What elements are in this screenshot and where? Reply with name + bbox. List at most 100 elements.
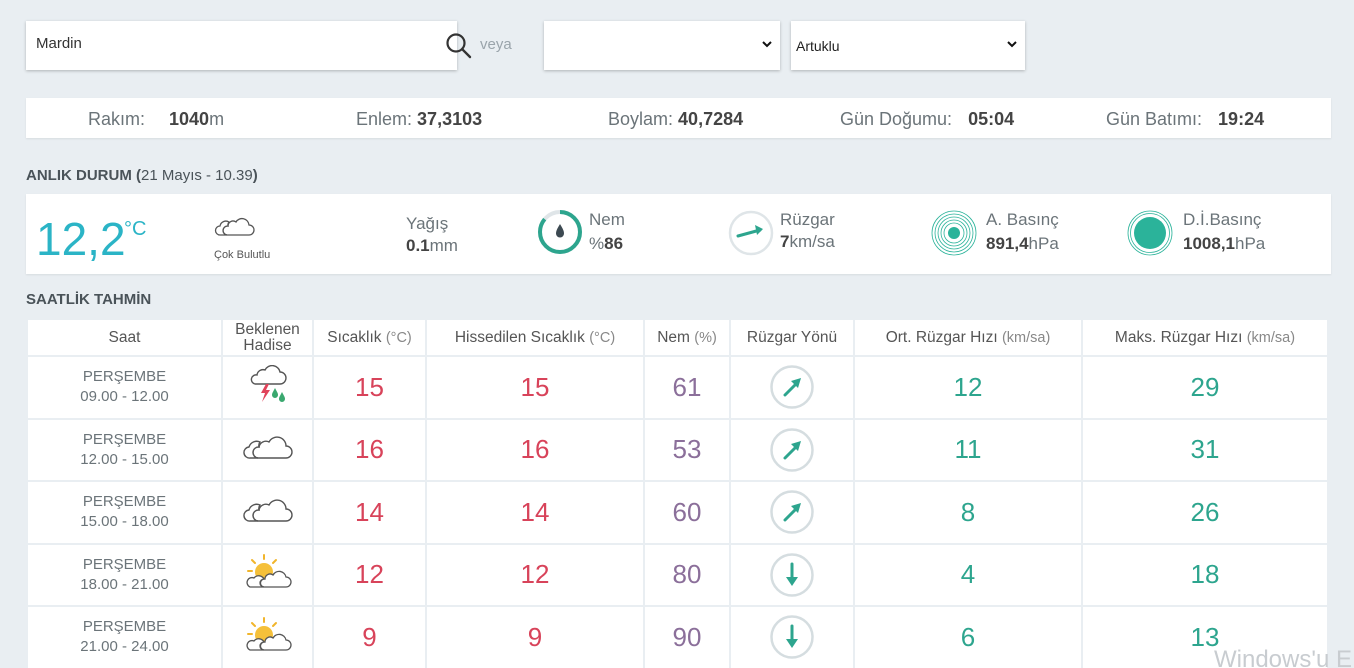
- chevron-down-icon: [762, 41, 772, 48]
- current-section-title: ANLIK DURUM (21 Mayıs - 10.39): [26, 167, 258, 184]
- pressure-value: 891,4hPa: [986, 234, 1059, 253]
- cell-wind-dir: [731, 357, 853, 418]
- cell-time: PERŞEMBE 12.00 - 15.00: [28, 419, 221, 480]
- or-label: veya: [480, 36, 512, 53]
- altitude-value: 1040: [169, 109, 210, 129]
- cell-max-wind: 31: [1083, 419, 1327, 480]
- table-row: PERŞEMBE 09.00 - 12.00 15 15 61 12 29: [28, 357, 1327, 418]
- cell-avg-wind: 12: [855, 357, 1081, 418]
- wind-value: 7km/sa: [780, 232, 835, 251]
- humidity-label: Nem: [589, 210, 625, 229]
- province-select[interactable]: [544, 21, 780, 70]
- cell-feels: 14: [427, 482, 643, 543]
- col-avg-wind: Ort. Rüzgar Hızı (km/sa): [855, 320, 1081, 355]
- cell-wind-dir: [731, 607, 853, 668]
- longitude-value: 40,7284: [678, 109, 744, 129]
- search-input[interactable]: [36, 35, 396, 52]
- col-event: Beklenen Hadise: [223, 320, 312, 355]
- cell-avg-wind: 11: [855, 419, 1081, 480]
- cell-wind-dir: [731, 419, 853, 480]
- sea-pressure-value: 1008,1hPa: [1183, 234, 1266, 253]
- row-day: PERŞEMBE: [82, 493, 167, 511]
- cell-max-wind: 26: [1083, 482, 1327, 543]
- table-row: PERŞEMBE 18.00 - 21.00 12 12 80 4 18: [28, 544, 1327, 605]
- cell-humidity: 60: [645, 482, 729, 543]
- sea-pressure-label: D.İ.Basınç: [1183, 210, 1262, 229]
- row-day: PERŞEMBE: [82, 368, 167, 386]
- cell-temp: 15: [314, 357, 425, 418]
- pressure-icon: [931, 210, 977, 256]
- partly-cloudy-icon: [242, 554, 294, 596]
- sea-pressure-icon: [1127, 210, 1173, 256]
- district-select[interactable]: Artuklu: [791, 21, 1025, 70]
- location-info-bar: Rakım: 1040m Enlem: 37,3103 Boylam: 40,72…: [26, 98, 1331, 138]
- partly-cloudy-icon: [242, 616, 294, 659]
- col-feels: Hissedilen Sıcaklık (°C): [427, 320, 643, 355]
- latitude-value: 37,3103: [417, 109, 483, 129]
- pressure-label: A. Basınç: [986, 210, 1059, 229]
- longitude-info: Boylam: 40,7284: [608, 109, 744, 129]
- cell-max-wind: 13: [1083, 607, 1327, 668]
- cell-event: [223, 482, 312, 543]
- cell-event: [223, 357, 312, 418]
- cell-humidity: 80: [645, 544, 729, 605]
- col-humidity: Nem (%): [645, 320, 729, 355]
- cell-time: PERŞEMBE 18.00 - 21.00: [28, 544, 221, 605]
- row-day: PERŞEMBE: [82, 618, 167, 636]
- cell-avg-wind: 6: [855, 607, 1081, 668]
- table-row: PERŞEMBE 21.00 - 24.00 9 9 90 6 13: [28, 607, 1327, 668]
- sunset-value: 19:24: [1218, 109, 1265, 129]
- cell-humidity: 53: [645, 419, 729, 480]
- current-temperature: 12,2: [36, 213, 126, 265]
- sunrise-info: Gün Doğumu: 05:04: [840, 109, 1015, 129]
- cloud-icon: [214, 217, 255, 236]
- cell-humidity: 90: [645, 607, 729, 668]
- table-row: PERŞEMBE 15.00 - 18.00 14 14 60 8 26: [28, 482, 1327, 543]
- wind-direction-icon: [728, 210, 774, 256]
- cell-feels: 15: [427, 357, 643, 418]
- search-box: [26, 21, 472, 70]
- precip-value: 0.1mm: [406, 236, 458, 255]
- wind-arrow-icon: [770, 428, 814, 472]
- wind-arrow-icon: [770, 615, 814, 659]
- cell-event: [223, 544, 312, 605]
- cell-humidity: 61: [645, 357, 729, 418]
- cell-temp: 16: [314, 419, 425, 480]
- wind-arrow-icon: [770, 490, 814, 534]
- col-temp: Sıcaklık (°C): [314, 320, 425, 355]
- humidity-gauge-icon: [538, 210, 582, 254]
- windows-activation-watermark: Windows'u E: [1214, 646, 1352, 668]
- cell-time: PERŞEMBE 15.00 - 18.00: [28, 482, 221, 543]
- row-time-range: 18.00 - 21.00: [80, 575, 169, 593]
- current-datetime: 21 Mayıs - 10.39: [141, 167, 253, 184]
- current-conditions-panel: 12,2 °C Çok Bulutlu Yağış 0.1mm Nem %86 …: [26, 194, 1331, 274]
- latitude-info: Enlem: 37,3103: [356, 109, 483, 129]
- col-time: Saat: [28, 320, 221, 355]
- cell-temp: 9: [314, 607, 425, 668]
- row-time-range: 09.00 - 12.00: [80, 388, 169, 406]
- condition-label: Çok Bulutlu: [214, 249, 271, 261]
- humidity-value: %86: [589, 234, 624, 253]
- search-icon[interactable]: [445, 32, 473, 60]
- cell-event: [223, 419, 312, 480]
- col-wind-dir: Rüzgar Yönü: [731, 320, 853, 355]
- cell-max-wind: 29: [1083, 357, 1327, 418]
- sunrise-value: 05:04: [968, 109, 1015, 129]
- cell-time: PERŞEMBE 21.00 - 24.00: [28, 607, 221, 668]
- cell-time: PERŞEMBE 09.00 - 12.00: [28, 357, 221, 418]
- cell-feels: 12: [427, 544, 643, 605]
- wind-label: Rüzgar: [780, 210, 835, 229]
- temperature-unit: °C: [124, 218, 147, 240]
- hourly-section-title: SAATLİK TAHMİN: [26, 291, 152, 308]
- cell-temp: 14: [314, 482, 425, 543]
- table-header-row: Saat Beklenen Hadise Sıcaklık (°C) Hissed…: [28, 320, 1327, 355]
- district-select-value: Artuklu: [796, 38, 840, 54]
- altitude-info: Rakım: 1040m: [88, 109, 225, 129]
- chevron-down-icon: [1007, 41, 1017, 48]
- row-day: PERŞEMBE: [82, 555, 167, 573]
- sunset-info: Gün Batımı: 19:24: [1106, 109, 1265, 129]
- cell-max-wind: 18: [1083, 544, 1327, 605]
- row-time-range: 12.00 - 15.00: [80, 450, 169, 468]
- row-day: PERŞEMBE: [82, 430, 167, 448]
- cell-wind-dir: [731, 544, 853, 605]
